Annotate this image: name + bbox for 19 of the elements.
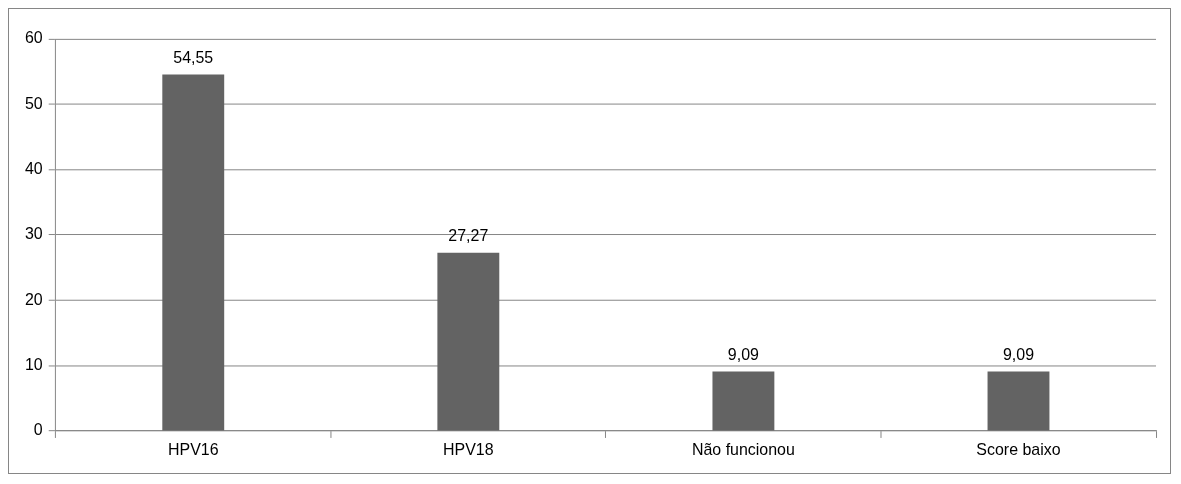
y-tick-label: 30 <box>24 225 43 243</box>
x-tick-label: Não funcionou <box>691 440 795 458</box>
x-tick-label: HPV16 <box>167 440 219 458</box>
x-tick-label: HPV18 <box>443 440 494 458</box>
y-tick-label: 50 <box>24 94 43 112</box>
data-label: 27,27 <box>448 227 489 245</box>
bar <box>437 252 500 431</box>
y-tick-label: 10 <box>24 356 43 374</box>
data-label: 9,09 <box>1002 346 1035 364</box>
y-tick-label: 40 <box>24 159 43 177</box>
data-label: 54,55 <box>173 48 214 66</box>
bar <box>162 74 225 431</box>
data-label: 9,09 <box>727 346 760 364</box>
x-tick-label: Score baixo <box>976 440 1061 458</box>
y-tick-label: 0 <box>33 421 43 439</box>
y-tick-label: 20 <box>24 290 43 308</box>
bar <box>712 371 775 431</box>
bar <box>987 371 1050 431</box>
y-tick-label: 60 <box>24 29 43 47</box>
